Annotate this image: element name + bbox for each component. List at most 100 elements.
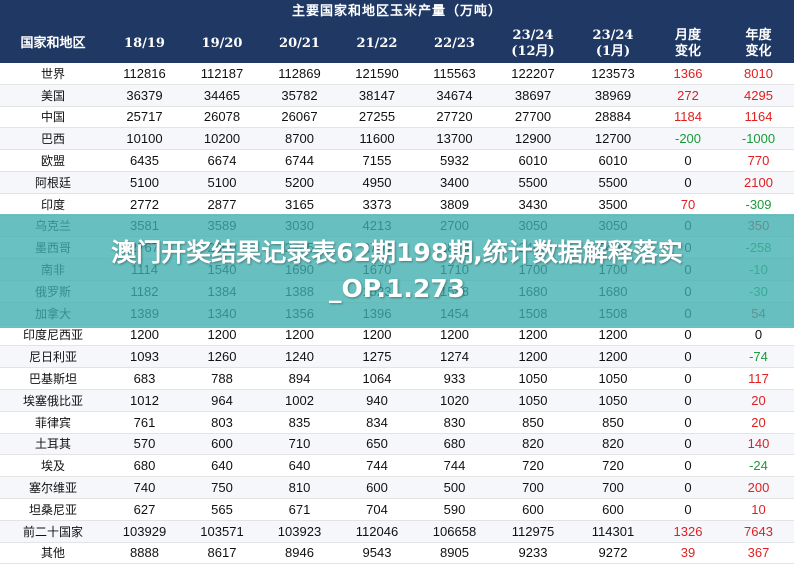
yearly-change-cell: -24 (723, 454, 794, 478)
yearly-change-cell: 20 (723, 411, 794, 434)
overlay-text: 澳门开奖结果记录表62期198期,统计数据解释落实_OP.1.273 (111, 238, 683, 303)
value-cell: 1050 (493, 367, 573, 390)
value-cell: 6744 (261, 149, 338, 172)
value-cell: 744 (416, 454, 493, 478)
table-row: 美国 36379 34465 35782 38147 34674 38697 38969 272… (0, 84, 794, 107)
value-cell: 835 (261, 411, 338, 434)
value-cell: 700 (573, 476, 653, 499)
monthly-change-cell: 0 (653, 367, 723, 390)
header-1819: 18/19 (124, 35, 165, 51)
header-country: 国家和地区 (20, 35, 86, 51)
value-cell: 2772 (106, 193, 183, 216)
monthly-change-cell: 0 (653, 433, 723, 456)
value-cell: 106658 (416, 520, 493, 543)
monthly-change-cell: 272 (653, 84, 723, 107)
yearly-change-cell: 0 (723, 324, 794, 347)
value-cell: 1200 (416, 324, 493, 347)
table-row: 土耳其 570 600 710 650 680 820 820 0 140 (0, 433, 794, 456)
country-cell: 埃塞俄比亚 (0, 389, 106, 412)
value-cell: 12900 (493, 127, 573, 151)
value-cell: 590 (416, 498, 493, 521)
value-cell: 683 (106, 367, 183, 390)
header-2324-dec: 23/24 (12月) (511, 27, 555, 59)
table-row: 坦桑尼亚 627 565 671 704 590 600 600 0 10 (0, 498, 794, 521)
header-2021: 20/21 (279, 35, 320, 51)
value-cell: 600 (338, 476, 416, 499)
country-cell: 巴基斯坦 (0, 367, 106, 390)
value-cell: 850 (573, 411, 653, 434)
monthly-change-cell: 0 (653, 171, 723, 194)
country-cell: 尼日利亚 (0, 345, 106, 369)
value-cell: 810 (261, 476, 338, 499)
value-cell: 820 (493, 433, 573, 456)
value-cell: 940 (338, 389, 416, 412)
value-cell: 6674 (183, 149, 261, 172)
value-cell: 3809 (416, 193, 493, 216)
value-cell: 1200 (493, 345, 573, 369)
value-cell: 5500 (573, 171, 653, 194)
monthly-change-cell: 1184 (653, 106, 723, 129)
table-row: 世界 112816 112187 112869 121590 115563 122207 12… (0, 63, 794, 85)
table-row: 巴基斯坦 683 788 894 1064 933 1050 1050 0 117 (0, 367, 794, 390)
yearly-change-cell: 1164 (723, 106, 794, 129)
table-row: 印度 2772 2877 3165 3373 3809 3430 3500 70 -309 (0, 193, 794, 216)
value-cell: 8700 (261, 127, 338, 151)
value-cell: 671 (261, 498, 338, 521)
value-cell: 1200 (338, 324, 416, 347)
country-cell: 塞尔维亚 (0, 476, 106, 499)
monthly-change-cell: 70 (653, 193, 723, 216)
table-row: 印度尼西亚 1200 1200 1200 1200 1200 1200 1200 0 0 (0, 324, 794, 347)
value-cell: 115563 (416, 63, 493, 85)
table-row: 菲律宾 761 803 835 834 830 850 850 0 20 (0, 411, 794, 434)
value-cell: 710 (261, 433, 338, 456)
yearly-change-cell: 140 (723, 433, 794, 456)
value-cell: 720 (573, 454, 653, 478)
table-row: 中国 25717 26078 26067 27255 27720 27700 28884 118… (0, 106, 794, 129)
country-cell: 美国 (0, 84, 106, 107)
value-cell: 10100 (106, 127, 183, 151)
yearly-change-cell: 7643 (723, 520, 794, 543)
value-cell: 38697 (493, 84, 573, 107)
value-cell: 1050 (493, 389, 573, 412)
country-cell: 菲律宾 (0, 411, 106, 434)
value-cell: 700 (493, 476, 573, 499)
value-cell: 740 (106, 476, 183, 499)
yearly-change-cell: -1000 (723, 127, 794, 151)
monthly-change-cell: 1326 (653, 520, 723, 543)
value-cell: 123573 (573, 63, 653, 85)
value-cell: 121590 (338, 63, 416, 85)
table-row: 阿根廷 5100 5100 5200 4950 3400 5500 5500 0 2100 (0, 171, 794, 194)
monthly-change-cell: -200 (653, 127, 723, 151)
value-cell: 1020 (416, 389, 493, 412)
value-cell: 744 (338, 454, 416, 478)
monthly-change-cell: 0 (653, 324, 723, 347)
monthly-change-cell: 0 (653, 476, 723, 499)
value-cell: 894 (261, 367, 338, 390)
header-monthly-change: 月度 变化 (674, 27, 701, 59)
value-cell: 850 (493, 411, 573, 434)
value-cell: 680 (416, 433, 493, 456)
value-cell: 34465 (183, 84, 261, 107)
value-cell: 9272 (573, 542, 653, 564)
monthly-change-cell: 0 (653, 411, 723, 434)
table-header: 国家和地区 18/19 19/20 20/21 21/22 22/23 23/2… (0, 24, 794, 63)
value-cell: 830 (416, 411, 493, 434)
table-row: 其他 8888 8617 8946 9543 8905 9233 9272 39 367 (0, 542, 794, 564)
yearly-change-cell: 770 (723, 149, 794, 172)
value-cell: 112975 (493, 520, 573, 543)
value-cell: 11600 (338, 127, 416, 151)
value-cell: 1012 (106, 389, 183, 412)
country-cell: 埃及 (0, 454, 106, 478)
value-cell: 1200 (106, 324, 183, 347)
value-cell: 1200 (183, 324, 261, 347)
monthly-change-cell: 39 (653, 542, 723, 564)
yearly-change-cell: -74 (723, 345, 794, 369)
value-cell: 3500 (573, 193, 653, 216)
monthly-change-cell: 0 (653, 345, 723, 369)
yearly-change-cell: 10 (723, 498, 794, 521)
monthly-change-cell: 0 (653, 149, 723, 172)
value-cell: 640 (183, 454, 261, 478)
yearly-change-cell: 20 (723, 389, 794, 412)
value-cell: 750 (183, 476, 261, 499)
monthly-change-cell: 0 (653, 498, 723, 521)
